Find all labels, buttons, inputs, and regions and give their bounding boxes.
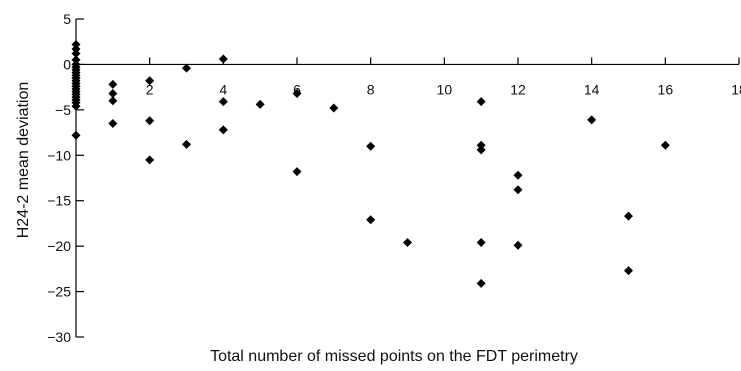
- x-ticks: 24681012141618: [146, 57, 741, 97]
- data-point: [182, 63, 191, 73]
- data-point: [403, 238, 412, 248]
- x-axis-title: Total number of missed points on the FDT…: [210, 348, 578, 365]
- data-point: [476, 238, 486, 248]
- data-point: [71, 49, 81, 59]
- data-point: [660, 140, 670, 150]
- data-points: [71, 39, 670, 288]
- x-tick-label: 14: [584, 81, 600, 97]
- data-point: [108, 79, 118, 89]
- data-point: [366, 141, 376, 151]
- data-point: [71, 55, 81, 65]
- data-point: [476, 97, 486, 107]
- x-tick-label: 10: [437, 81, 453, 97]
- axes: [75, 19, 739, 337]
- y-axis-title: H24-2 mean deviation: [15, 82, 32, 239]
- data-point: [218, 54, 228, 64]
- data-point: [513, 240, 523, 250]
- data-point: [182, 139, 191, 149]
- y-tick-label: −5: [55, 102, 71, 118]
- data-point: [145, 116, 155, 126]
- data-point: [71, 39, 81, 49]
- x-tick-label: 2: [146, 81, 154, 97]
- y-ticks: 5 0 −5 −10 −15 −20 −25 −30: [47, 11, 84, 345]
- data-point: [108, 118, 118, 128]
- data-point: [71, 130, 81, 140]
- y-tick-label: −15: [47, 193, 71, 209]
- x-tick-label: 12: [510, 81, 526, 97]
- data-point: [587, 115, 597, 125]
- y-tick-label: −20: [47, 238, 71, 254]
- data-point: [292, 167, 302, 177]
- y-tick-label: −25: [47, 284, 71, 300]
- data-point: [624, 211, 633, 221]
- data-point: [255, 99, 265, 109]
- data-point: [71, 101, 81, 111]
- data-point: [145, 76, 155, 86]
- data-point: [476, 278, 486, 288]
- y-tick-label: 5: [63, 11, 71, 27]
- data-point: [145, 155, 155, 165]
- x-tick-label: 18: [731, 81, 741, 97]
- y-tick-label: 0: [63, 56, 71, 72]
- data-point: [71, 44, 81, 54]
- x-tick-label: 16: [658, 81, 674, 97]
- data-point: [624, 266, 633, 276]
- data-point: [108, 96, 118, 106]
- data-point: [366, 215, 376, 225]
- x-tick-label: 8: [367, 81, 375, 97]
- data-point: [476, 140, 486, 150]
- y-tick-label: −30: [47, 329, 71, 345]
- data-point: [108, 89, 118, 99]
- data-point: [218, 125, 228, 135]
- data-point: [292, 89, 302, 99]
- y-tick-label: −10: [47, 147, 71, 163]
- data-point: [476, 145, 486, 155]
- x-tick-label: 4: [219, 81, 227, 97]
- data-point: [513, 185, 523, 195]
- data-point: [329, 103, 339, 113]
- data-point: [218, 97, 228, 107]
- data-point: [513, 170, 523, 180]
